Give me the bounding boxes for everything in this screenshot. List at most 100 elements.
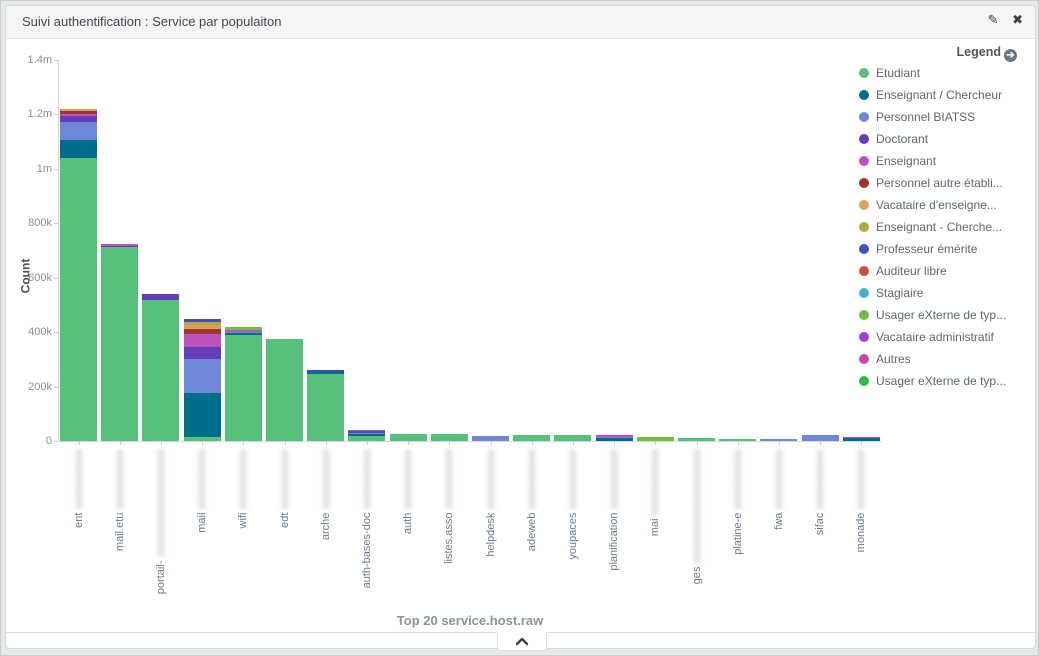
bar-segment[interactable] (842, 436, 880, 439)
bar-segment[interactable] (760, 439, 798, 441)
bar-segment[interactable] (142, 293, 180, 300)
x-label-prefix: helpdesk (484, 512, 497, 557)
bar-ent[interactable] (60, 109, 97, 441)
bar-segment[interactable] (266, 339, 303, 441)
bar-segment[interactable] (60, 109, 97, 112)
close-icon[interactable]: ✖ (1012, 12, 1023, 27)
bar-segment[interactable] (801, 435, 839, 441)
bar-segment[interactable] (101, 247, 139, 441)
bar-segment[interactable] (472, 435, 509, 441)
legend-item[interactable]: Enseignant - Cherche... (859, 216, 1019, 238)
bar-segment[interactable] (678, 438, 715, 441)
bar-segment[interactable] (348, 432, 386, 435)
legend-item[interactable]: Enseignant (859, 150, 1019, 172)
bar-segment[interactable] (224, 331, 262, 334)
x-label-redacted: xxxxxxxxxx (72, 449, 85, 513)
bar-segment[interactable] (60, 115, 97, 123)
bar-segment[interactable] (183, 322, 221, 326)
bar-segment[interactable] (142, 299, 180, 441)
bar-segment[interactable] (719, 439, 757, 441)
bar-segment[interactable] (183, 334, 221, 348)
bar-segment[interactable] (595, 436, 633, 439)
bar-segment[interactable] (183, 318, 221, 323)
bar-segment[interactable] (224, 330, 262, 332)
bar-segment[interactable] (348, 435, 386, 441)
x-tick-mark (655, 441, 657, 445)
bar-segment[interactable] (307, 369, 345, 372)
legend-color-dot (859, 288, 869, 298)
bar-segment[interactable] (60, 111, 97, 114)
bar-segment[interactable] (348, 434, 386, 436)
x-tick-mark (737, 441, 739, 445)
bar-segment[interactable] (348, 431, 386, 433)
bar-portail-[interactable] (142, 293, 180, 441)
bar-segment[interactable] (60, 122, 97, 141)
bar-segment[interactable] (307, 371, 345, 374)
bar-segment[interactable] (636, 437, 674, 441)
bar-mai[interactable] (636, 437, 674, 441)
bar-auth-bases-doc[interactable] (348, 429, 386, 441)
legend-item[interactable]: Autres (859, 348, 1019, 370)
legend-toggle[interactable]: Legend ➔ (859, 45, 1019, 62)
bar-segment[interactable] (842, 438, 880, 441)
bar-segment[interactable] (183, 347, 221, 360)
legend-item-label: Etudiant (876, 66, 921, 80)
bar-segment[interactable] (183, 359, 221, 394)
legend-item[interactable]: Personnel BIATSS (859, 106, 1019, 128)
legend-item[interactable]: Usager eXterne de typ... (859, 370, 1019, 392)
bar-segment[interactable] (595, 438, 633, 441)
bar-mail[interactable] (183, 318, 221, 441)
bar-segment[interactable] (224, 334, 262, 441)
bar-segment[interactable] (183, 436, 221, 441)
bar-segment[interactable] (389, 434, 427, 441)
bar-listes.asso[interactable] (430, 434, 468, 441)
bar-wifi[interactable] (224, 326, 262, 441)
bar-segment[interactable] (307, 373, 345, 441)
legend-item[interactable]: Vacataire d'enseigne... (859, 194, 1019, 216)
legend-item[interactable]: Vacataire administratif (859, 326, 1019, 348)
bar-segment[interactable] (224, 326, 262, 331)
bar-helpdesk[interactable] (472, 435, 509, 441)
x-tick-mark (325, 441, 327, 445)
bar-monade[interactable] (842, 436, 880, 441)
bar-auth[interactable] (389, 434, 427, 441)
bar-segment[interactable] (430, 434, 468, 441)
legend-item[interactable]: Doctorant (859, 128, 1019, 150)
legend-item[interactable]: Enseignant / Chercheur (859, 84, 1019, 106)
bar-segment[interactable] (348, 429, 386, 432)
bar-segment[interactable] (183, 325, 221, 329)
legend-item[interactable]: Personnel autre établi... (859, 172, 1019, 194)
bar-segment[interactable] (554, 435, 592, 441)
bar-segment[interactable] (60, 140, 97, 158)
bar-platine-e[interactable] (719, 439, 757, 441)
legend-item[interactable]: Auditeur libre (859, 260, 1019, 282)
bar-segment[interactable] (60, 157, 97, 441)
bar-adeweb[interactable] (513, 435, 551, 441)
bar-segment[interactable] (595, 435, 633, 437)
edit-icon[interactable]: ✎ (987, 12, 999, 27)
x-label-prefix: platine-e (731, 512, 744, 555)
collapse-button[interactable] (497, 632, 547, 651)
legend-color-dot (859, 244, 869, 254)
bar-fwa[interactable] (760, 439, 798, 441)
bar-ges[interactable] (678, 438, 715, 441)
x-label-adeweb: adeweb xxxxxxxxxx (526, 449, 538, 551)
bar-mail.etu[interactable] (101, 244, 139, 441)
bar-segment[interactable] (183, 393, 221, 437)
legend-item[interactable]: Stagiaire (859, 282, 1019, 304)
bar-segment[interactable] (224, 333, 262, 335)
bar-planification[interactable] (595, 435, 633, 441)
legend-title: Legend (956, 45, 1001, 59)
bar-sifac[interactable] (801, 435, 839, 441)
bar-segment[interactable] (60, 113, 97, 116)
bar-arche[interactable] (307, 369, 345, 441)
bar-segment[interactable] (101, 244, 139, 246)
legend-item[interactable]: Professeur émérite (859, 238, 1019, 260)
bar-edt[interactable] (266, 339, 303, 441)
bar-youpaces[interactable] (554, 435, 592, 441)
legend-item[interactable]: Usager eXterne de typ... (859, 304, 1019, 326)
bar-segment[interactable] (183, 328, 221, 335)
bar-segment[interactable] (101, 245, 139, 248)
legend-item[interactable]: Etudiant (859, 62, 1019, 84)
bar-segment[interactable] (513, 435, 551, 441)
